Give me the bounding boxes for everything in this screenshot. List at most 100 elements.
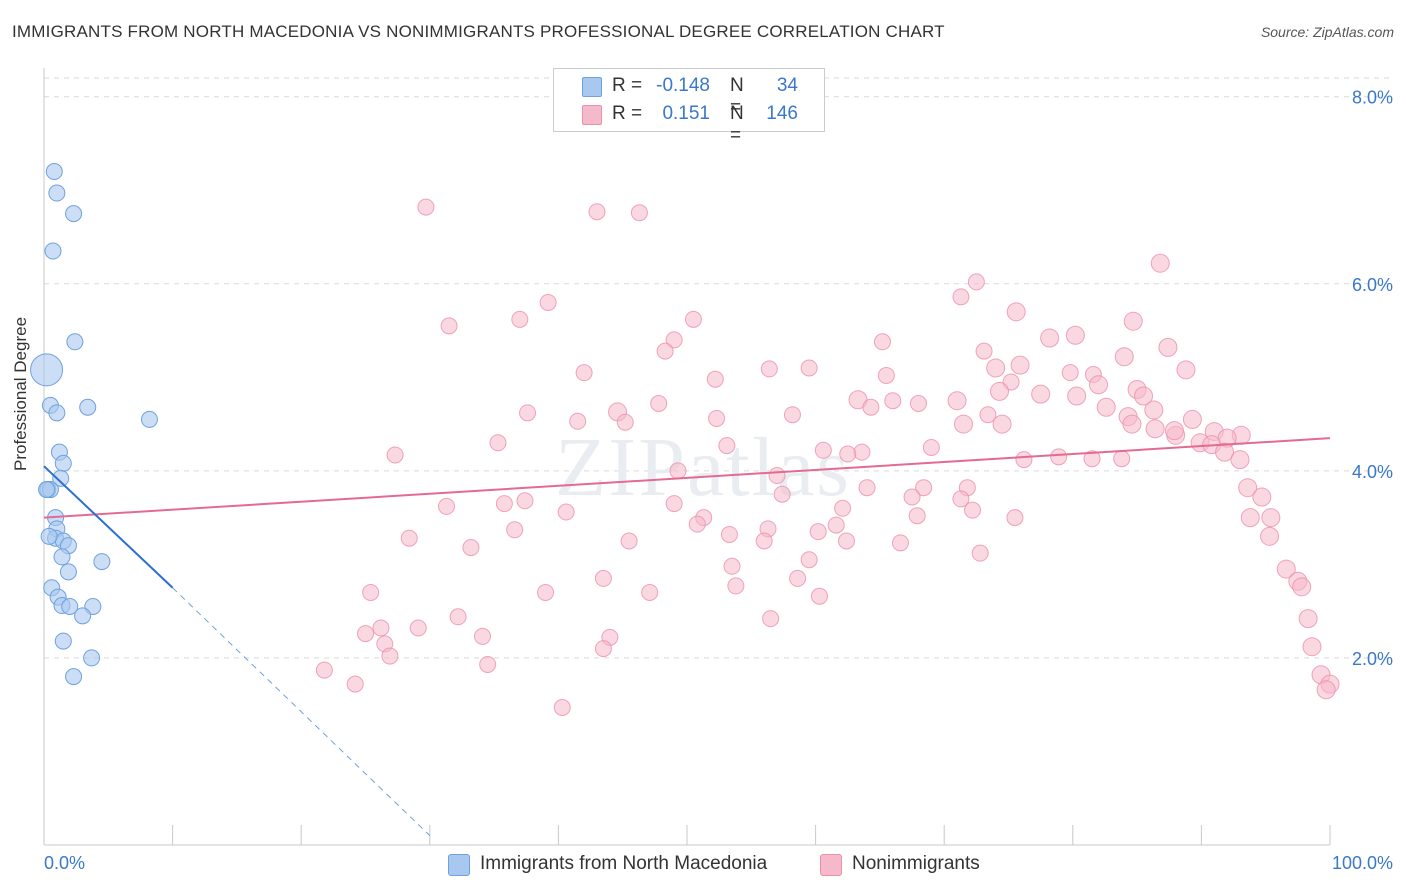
data-point-nonimmigrants xyxy=(1083,450,1101,468)
data-point-nonimmigrants xyxy=(1114,347,1134,367)
data-point-nonimmigrants xyxy=(952,490,970,508)
data-point-immigrants xyxy=(30,353,64,387)
data-point-nonimmigrants xyxy=(1260,526,1280,546)
data-point-immigrants xyxy=(53,548,71,566)
data-point-nonimmigrants xyxy=(1176,360,1196,380)
data-point-immigrants xyxy=(65,668,83,686)
data-point-nonimmigrants xyxy=(877,366,895,384)
data-point-nonimmigrants xyxy=(372,619,390,637)
data-point-nonimmigrants xyxy=(915,479,933,497)
legend-r-value: 0.151 xyxy=(662,103,710,124)
data-point-nonimmigrants xyxy=(810,587,828,605)
data-point-nonimmigrants xyxy=(1006,509,1024,527)
data-point-nonimmigrants xyxy=(656,342,674,360)
data-point-nonimmigrants xyxy=(688,515,706,533)
trend-line-immigrants-extension xyxy=(172,587,431,837)
legend-swatch-blue xyxy=(448,854,470,876)
data-point-nonimmigrants xyxy=(992,414,1012,434)
data-point-nonimmigrants xyxy=(386,446,404,464)
y-tick-label: 2.0% xyxy=(1352,649,1393,669)
data-point-immigrants xyxy=(59,563,77,581)
correlation-legend: R = -0.148 N = 34 R = 0.151 N = 146 xyxy=(553,68,825,146)
data-point-immigrants xyxy=(40,527,58,545)
y-axis-label: Professional Degree xyxy=(11,316,30,471)
data-point-nonimmigrants xyxy=(357,625,374,643)
legend-n-value: 34 xyxy=(776,75,798,96)
data-point-nonimmigrants xyxy=(827,516,845,534)
data-point-nonimmigrants xyxy=(1040,328,1060,348)
data-point-nonimmigrants xyxy=(1113,450,1131,468)
data-point-immigrants xyxy=(45,163,63,181)
x-tick-label: 100.0% xyxy=(1332,853,1393,873)
legend-swatch-pink xyxy=(582,105,602,125)
data-point-nonimmigrants xyxy=(922,438,940,456)
data-point-nonimmigrants xyxy=(1061,364,1079,382)
data-point-nonimmigrants xyxy=(539,293,557,311)
data-point-nonimmigrants xyxy=(809,523,827,541)
data-point-nonimmigrants xyxy=(755,532,773,550)
data-point-nonimmigrants xyxy=(665,495,683,513)
data-point-nonimmigrants xyxy=(947,391,967,411)
data-point-immigrants xyxy=(44,242,62,260)
data-point-nonimmigrants xyxy=(1240,508,1260,528)
data-point-immigrants xyxy=(48,404,66,422)
data-point-immigrants xyxy=(52,469,70,487)
data-point-nonimmigrants xyxy=(362,583,380,601)
data-point-nonimmigrants xyxy=(495,495,513,513)
data-point-nonimmigrants xyxy=(1096,397,1116,417)
data-point-nonimmigrants xyxy=(620,532,638,550)
data-point-nonimmigrants xyxy=(1302,637,1322,657)
data-point-immigrants xyxy=(54,454,72,472)
data-point-nonimmigrants xyxy=(903,488,921,506)
data-point-nonimmigrants xyxy=(1215,442,1235,462)
chart-source: Source: ZipAtlas.com xyxy=(1260,24,1394,40)
legend-label: Nonimmigrants xyxy=(852,853,980,874)
data-point-nonimmigrants xyxy=(1252,487,1272,507)
data-point-nonimmigrants xyxy=(1182,409,1202,429)
data-point-immigrants xyxy=(48,184,66,202)
data-point-nonimmigrants xyxy=(858,479,876,497)
data-point-nonimmigrants xyxy=(706,370,724,388)
data-point-nonimmigrants xyxy=(588,203,606,221)
data-point-immigrants xyxy=(79,398,97,416)
data-point-immigrants xyxy=(83,649,101,667)
data-point-nonimmigrants xyxy=(417,198,435,216)
data-point-nonimmigrants xyxy=(727,577,745,595)
data-point-nonimmigrants xyxy=(346,675,364,693)
data-point-nonimmigrants xyxy=(891,534,909,552)
data-point-nonimmigrants xyxy=(768,467,786,485)
data-point-nonimmigrants xyxy=(837,532,855,550)
data-point-nonimmigrants xyxy=(708,409,726,427)
data-point-nonimmigrants xyxy=(723,557,741,575)
data-point-nonimmigrants xyxy=(1230,450,1250,470)
data-point-immigrants xyxy=(74,607,92,625)
data-point-nonimmigrants xyxy=(409,619,427,637)
data-point-immigrants xyxy=(93,553,111,571)
data-point-nonimmigrants xyxy=(989,381,1009,401)
legend-r-label: R = xyxy=(612,103,643,124)
data-point-nonimmigrants xyxy=(519,404,537,422)
data-point-nonimmigrants xyxy=(839,445,857,463)
data-point-nonimmigrants xyxy=(873,333,891,351)
data-point-nonimmigrants xyxy=(1145,419,1165,439)
data-point-nonimmigrants xyxy=(438,497,456,515)
data-point-nonimmigrants xyxy=(489,434,507,452)
data-point-nonimmigrants xyxy=(474,627,492,645)
data-point-nonimmigrants xyxy=(800,551,818,569)
data-point-nonimmigrants xyxy=(1238,478,1258,498)
data-point-nonimmigrants xyxy=(963,501,981,519)
data-point-nonimmigrants xyxy=(462,539,480,557)
data-point-nonimmigrants xyxy=(1065,325,1085,345)
data-point-immigrants xyxy=(38,481,56,499)
data-point-nonimmigrants xyxy=(909,395,927,413)
trend-line-nonimmigrants xyxy=(43,437,1331,519)
data-point-nonimmigrants xyxy=(1122,414,1142,434)
data-point-nonimmigrants xyxy=(1031,384,1051,404)
data-point-nonimmigrants xyxy=(908,507,926,525)
data-point-nonimmigrants xyxy=(762,610,780,628)
data-point-nonimmigrants xyxy=(641,583,659,601)
data-point-nonimmigrants xyxy=(986,358,1006,378)
data-point-nonimmigrants xyxy=(967,273,985,291)
data-point-nonimmigrants xyxy=(1123,311,1143,331)
data-point-nonimmigrants xyxy=(971,544,989,562)
